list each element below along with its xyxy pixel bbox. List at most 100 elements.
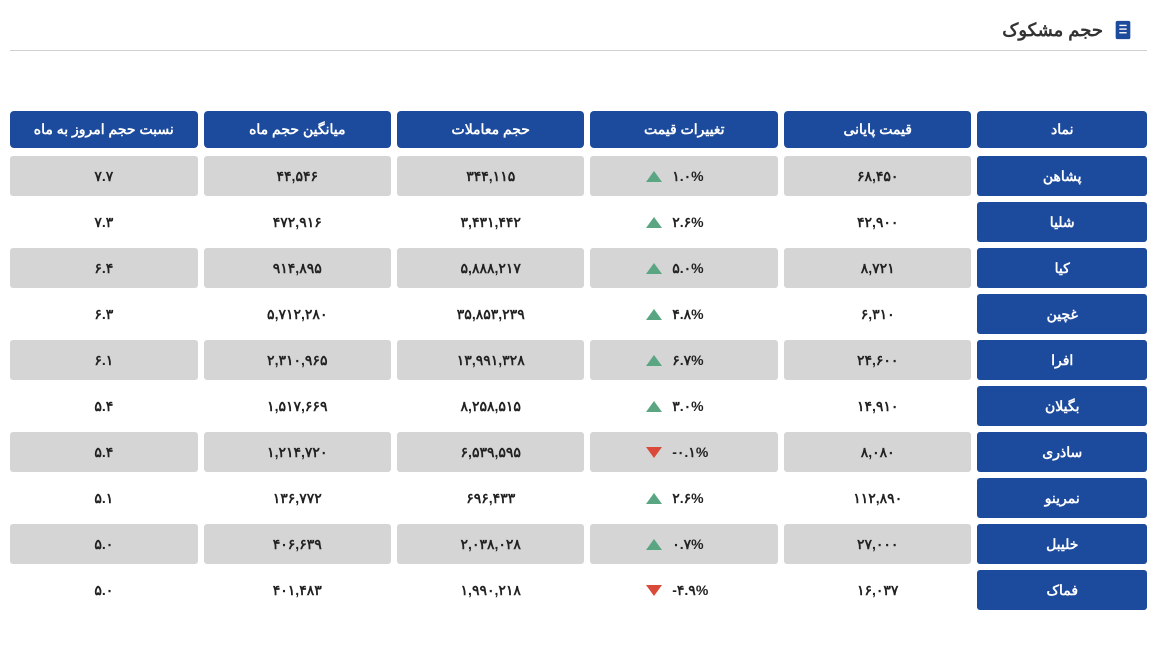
price-change-value: ۶.۷% <box>672 352 722 369</box>
table-row[interactable]: غچین۶,۳۱۰ ۴.۸% ۳۵,۸۵۳,۲۳۹۵,۷۱۲,۲۸۰۶.۳ <box>10 294 1147 334</box>
col-header-final-price[interactable]: قیمت پایانی <box>784 111 971 148</box>
triangle-up-icon <box>646 401 662 412</box>
price-change-value: -۰.۱% <box>672 444 722 461</box>
suspicious-volume-table: نماد قیمت پایانی تغییرات قیمت حجم معاملا… <box>10 111 1147 610</box>
triangle-down-icon <box>646 585 662 596</box>
table-body: پشاهن۶۸,۴۵۰ ۱.۰% ۳۴۴,۱۱۵۴۴,۵۴۶۷.۷ شلیا۴۲,۹۰… <box>10 156 1147 610</box>
table-row[interactable]: پشاهن۶۸,۴۵۰ ۱.۰% ۳۴۴,۱۱۵۴۴,۵۴۶۷.۷ <box>10 156 1147 196</box>
cell-ratio: ۵.۰ <box>10 570 197 610</box>
cell-avg-month-volume: ۱۳۶,۷۷۲ <box>204 478 391 518</box>
table-row[interactable]: کیا۸,۷۲۱ ۵.۰% ۵,۸۸۸,۲۱۷۹۱۴,۸۹۵۶.۴ <box>10 248 1147 288</box>
cell-avg-month-volume: ۱,۵۱۷,۶۶۹ <box>204 386 391 426</box>
table-header-row: نماد قیمت پایانی تغییرات قیمت حجم معاملا… <box>10 111 1147 148</box>
cell-avg-month-volume: ۵,۷۱۲,۲۸۰ <box>204 294 391 334</box>
triangle-up-icon <box>646 355 662 366</box>
cell-symbol[interactable]: کیا <box>977 248 1147 288</box>
cell-final-price: ۲۴,۶۰۰ <box>784 340 971 380</box>
table-row[interactable]: شلیا۴۲,۹۰۰ ۲.۶% ۳,۴۳۱,۴۴۲۴۷۲,۹۱۶۷.۳ <box>10 202 1147 242</box>
cell-avg-month-volume: ۱,۲۱۴,۷۲۰ <box>204 432 391 472</box>
page-header: حجم مشکوک <box>10 10 1147 51</box>
cell-price-change: ۵.۰% <box>590 248 777 288</box>
cell-trade-volume: ۲,۰۳۸,۰۲۸ <box>397 524 584 564</box>
cell-price-change: -۰.۱% <box>590 432 777 472</box>
cell-final-price: ۸,۰۸۰ <box>784 432 971 472</box>
cell-trade-volume: ۱,۹۹۰,۲۱۸ <box>397 570 584 610</box>
cell-final-price: ۲۷,۰۰۰ <box>784 524 971 564</box>
price-change-value: ۴.۸% <box>672 306 722 323</box>
price-change-value: ۳.۰% <box>672 398 722 415</box>
col-header-price-change[interactable]: تغییرات قیمت <box>590 111 777 148</box>
col-header-trade-volume[interactable]: حجم معاملات <box>397 111 584 148</box>
cell-symbol[interactable]: خلیبل <box>977 524 1147 564</box>
cell-trade-volume: ۱۳,۹۹۱,۳۲۸ <box>397 340 584 380</box>
triangle-up-icon <box>646 539 662 550</box>
cell-trade-volume: ۵,۸۸۸,۲۱۷ <box>397 248 584 288</box>
table-row[interactable]: فماک۱۶,۰۳۷ -۴.۹% ۱,۹۹۰,۲۱۸۴۰۱,۴۸۳۵.۰ <box>10 570 1147 610</box>
col-header-symbol[interactable]: نماد <box>977 111 1147 148</box>
cell-avg-month-volume: ۲,۳۱۰,۹۶۵ <box>204 340 391 380</box>
cell-symbol[interactable]: فماک <box>977 570 1147 610</box>
cell-avg-month-volume: ۴۰۱,۴۸۳ <box>204 570 391 610</box>
cell-final-price: ۶۸,۴۵۰ <box>784 156 971 196</box>
cell-price-change: ۴.۸% <box>590 294 777 334</box>
cell-final-price: ۴۲,۹۰۰ <box>784 202 971 242</box>
table-row[interactable]: نمرینو۱۱۲,۸۹۰ ۲.۶% ۶۹۶,۴۳۳۱۳۶,۷۷۲۵.۱ <box>10 478 1147 518</box>
cell-symbol[interactable]: ساذری <box>977 432 1147 472</box>
cell-trade-volume: ۸,۲۵۸,۵۱۵ <box>397 386 584 426</box>
cell-price-change: -۴.۹% <box>590 570 777 610</box>
cell-ratio: ۵.۰ <box>10 524 197 564</box>
triangle-up-icon <box>646 493 662 504</box>
cell-price-change: ۰.۷% <box>590 524 777 564</box>
price-change-value: -۴.۹% <box>672 582 722 599</box>
triangle-up-icon <box>646 171 662 182</box>
cell-price-change: ۳.۰% <box>590 386 777 426</box>
cell-final-price: ۶,۳۱۰ <box>784 294 971 334</box>
price-change-value: ۱.۰% <box>672 168 722 185</box>
cell-avg-month-volume: ۹۱۴,۸۹۵ <box>204 248 391 288</box>
cell-symbol[interactable]: شلیا <box>977 202 1147 242</box>
col-header-ratio[interactable]: نسبت حجم امروز به ماه <box>10 111 197 148</box>
cell-avg-month-volume: ۴۰۶,۶۳۹ <box>204 524 391 564</box>
cell-trade-volume: ۶۹۶,۴۳۳ <box>397 478 584 518</box>
price-change-value: ۲.۶% <box>672 214 722 231</box>
triangle-down-icon <box>646 447 662 458</box>
cell-final-price: ۱۶,۰۳۷ <box>784 570 971 610</box>
cell-final-price: ۸,۷۲۱ <box>784 248 971 288</box>
cell-avg-month-volume: ۴۴,۵۴۶ <box>204 156 391 196</box>
cell-symbol[interactable]: بگیلان <box>977 386 1147 426</box>
cell-ratio: ۵.۴ <box>10 432 197 472</box>
triangle-up-icon <box>646 309 662 320</box>
cell-trade-volume: ۳,۴۳۱,۴۴۲ <box>397 202 584 242</box>
cell-ratio: ۷.۳ <box>10 202 197 242</box>
cell-avg-month-volume: ۴۷۲,۹۱۶ <box>204 202 391 242</box>
table-row[interactable]: افرا۲۴,۶۰۰ ۶.۷% ۱۳,۹۹۱,۳۲۸۲,۳۱۰,۹۶۵۶.۱ <box>10 340 1147 380</box>
cell-ratio: ۶.۱ <box>10 340 197 380</box>
triangle-up-icon <box>646 263 662 274</box>
cell-price-change: ۲.۶% <box>590 202 777 242</box>
page-title: حجم مشکوک <box>1002 20 1103 41</box>
cell-trade-volume: ۳۵,۸۵۳,۲۳۹ <box>397 294 584 334</box>
cell-symbol[interactable]: غچین <box>977 294 1147 334</box>
table-row[interactable]: بگیلان۱۴,۹۱۰۳.۰%۸,۲۵۸,۵۱۵۱,۵۱۷,۶۶۹۵.۴ <box>10 386 1147 426</box>
cell-symbol[interactable]: افرا <box>977 340 1147 380</box>
cell-symbol[interactable]: نمرینو <box>977 478 1147 518</box>
price-change-value: ۲.۶% <box>672 490 722 507</box>
price-change-value: ۵.۰% <box>672 260 722 277</box>
cell-ratio: ۵.۱ <box>10 478 197 518</box>
cell-ratio: ۵.۴ <box>10 386 197 426</box>
cell-ratio: ۶.۴ <box>10 248 197 288</box>
col-header-avg-month-volume[interactable]: میانگین حجم ماه <box>204 111 391 148</box>
cell-final-price: ۱۱۲,۸۹۰ <box>784 478 971 518</box>
cell-ratio: ۷.۷ <box>10 156 197 196</box>
cell-symbol[interactable]: پشاهن <box>977 156 1147 196</box>
document-icon <box>1111 18 1135 42</box>
price-change-value: ۰.۷% <box>672 536 722 553</box>
cell-trade-volume: ۳۴۴,۱۱۵ <box>397 156 584 196</box>
table-row[interactable]: خلیبل۲۷,۰۰۰ ۰.۷% ۲,۰۳۸,۰۲۸۴۰۶,۶۳۹۵.۰ <box>10 524 1147 564</box>
cell-price-change: ۶.۷% <box>590 340 777 380</box>
triangle-up-icon <box>646 217 662 228</box>
cell-price-change: ۱.۰% <box>590 156 777 196</box>
table-row[interactable]: ساذری۸,۰۸۰ -۰.۱% ۶,۵۳۹,۵۹۵۱,۲۱۴,۷۲۰۵.۴ <box>10 432 1147 472</box>
cell-trade-volume: ۶,۵۳۹,۵۹۵ <box>397 432 584 472</box>
cell-ratio: ۶.۳ <box>10 294 197 334</box>
